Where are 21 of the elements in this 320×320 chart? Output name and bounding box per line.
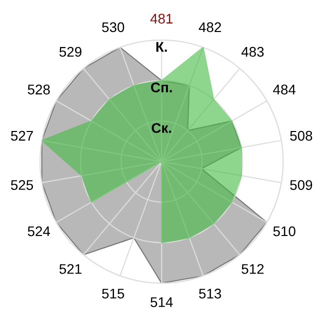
spoke-label: 482 — [198, 22, 221, 32]
spoke-label: 530 — [102, 22, 124, 32]
spoke-label: 514 — [150, 297, 173, 308]
spoke-label: 525 — [10, 180, 34, 190]
spoke-label: 484 — [273, 84, 296, 94]
spoke-label: 527 — [10, 130, 33, 141]
spoke-label: 524 — [28, 226, 50, 236]
spoke-label: 515 — [102, 288, 124, 299]
spoke-label: 509 — [290, 180, 312, 190]
spoke-label: 481 — [150, 14, 173, 24]
spoke-label: 508 — [290, 130, 312, 141]
spoke-label: 512 — [242, 264, 264, 274]
spoke-label: 510 — [273, 226, 296, 236]
spoke-label: 483 — [241, 46, 264, 57]
y-tick-label: Сп. — [151, 82, 172, 92]
spoke-label: 513 — [199, 288, 222, 299]
y-tick-label: Ск. — [152, 123, 172, 133]
y-tick-label: К. — [156, 42, 167, 52]
spoke-label: 521 — [59, 264, 82, 274]
spoke-label: 528 — [28, 84, 50, 94]
spoke-label: 529 — [59, 46, 82, 57]
